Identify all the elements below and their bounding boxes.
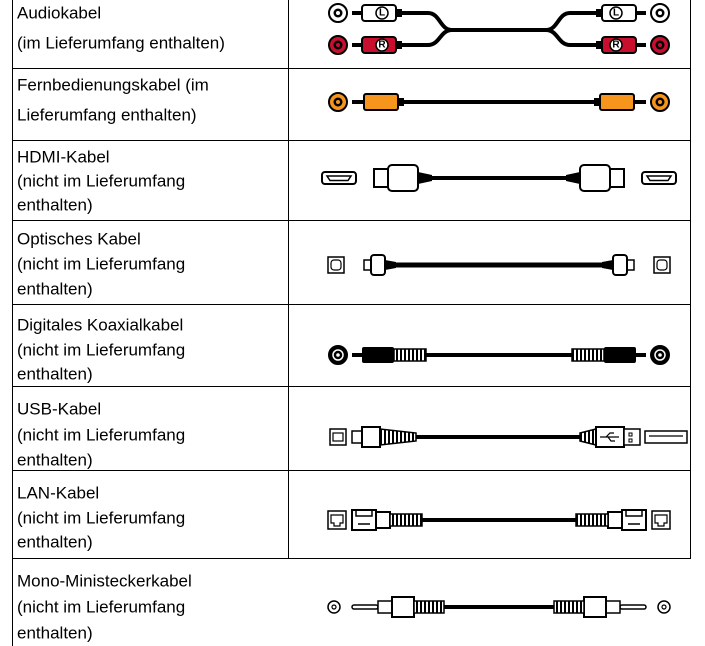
optical-cable: [328, 255, 670, 275]
cable-label: enthalten): [17, 279, 93, 298]
cable-label: Lieferumfang enthalten): [17, 105, 197, 124]
cable-label: HDMI-Kabel: [17, 147, 110, 166]
cable-label: enthalten): [17, 532, 93, 551]
hdmi-cable: [320, 163, 678, 193]
cable-label: Mono-Ministeckerkabel: [17, 571, 192, 590]
labels: Audiokabel (im Lieferumfang enthalten) F…: [17, 3, 225, 642]
mono-cable: [326, 595, 672, 619]
channel-mark: R: [612, 40, 620, 51]
cable-label: USB-Kabel: [17, 399, 101, 418]
coax-cable: [327, 344, 671, 366]
channel-mark: R: [378, 40, 386, 51]
cable-label: (im Lieferumfang enthalten): [17, 33, 225, 52]
cable-label: Digitales Koaxialkabel: [17, 315, 183, 334]
table-grid: [12, 0, 691, 646]
audio-cable: L R L R: [327, 2, 671, 56]
channel-mark: L: [379, 8, 385, 19]
cable-label: Audiokabel: [17, 3, 101, 22]
cable-label: enthalten): [17, 364, 93, 383]
lan-cable: [326, 508, 672, 532]
remote-cable: [327, 91, 671, 113]
cable-label: (nicht im Lieferumfang: [17, 254, 185, 273]
cable-label: Fernbedienungskabel (im: [17, 75, 209, 94]
cable-label: (nicht im Lieferumfang: [17, 425, 185, 444]
cable-label: (nicht im Lieferumfang: [17, 508, 185, 527]
cable-label: Optisches Kabel: [17, 229, 141, 248]
cable-label: enthalten): [17, 195, 93, 214]
cable-label: enthalten): [17, 450, 93, 469]
cable-label: (nicht im Lieferumfang: [17, 597, 185, 616]
cable-label: LAN-Kabel: [17, 483, 99, 502]
cable-label: (nicht im Lieferumfang: [17, 171, 185, 190]
channel-mark: L: [613, 8, 619, 19]
cable-label: enthalten): [17, 623, 93, 642]
cable-label: (nicht im Lieferumfang: [17, 340, 185, 359]
usb-cable: [329, 426, 688, 448]
